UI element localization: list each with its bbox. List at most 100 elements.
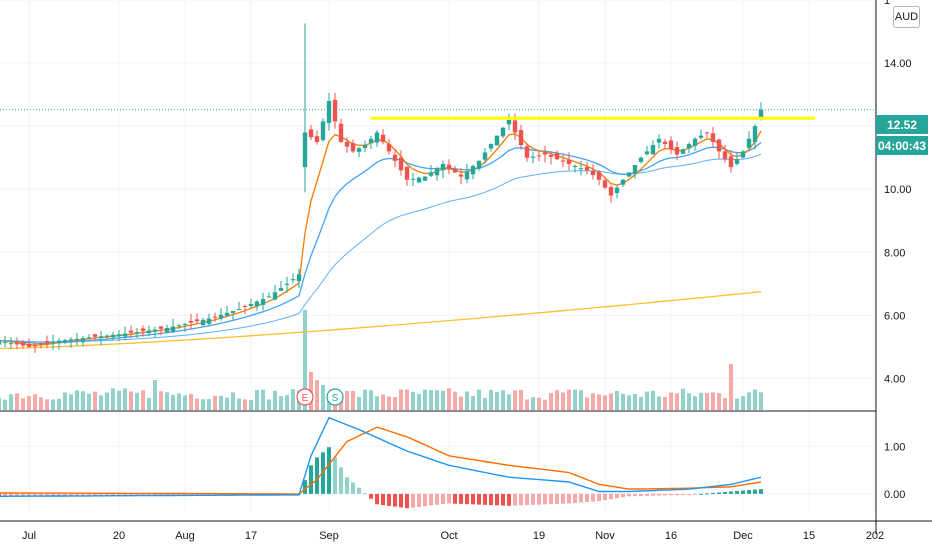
candle-body [146,330,152,334]
candle-body [92,334,98,337]
volume-bar [459,396,463,410]
volume-bar [51,399,55,410]
candle-body [122,333,128,337]
candle-body [314,136,320,142]
macd-tick-label: 1.00 [884,441,905,453]
time-tick-label: 20 [113,530,125,542]
candle-body [614,187,620,193]
time-axis-panel [0,513,932,550]
macd-histogram-bar [609,493,613,500]
volume-bar [261,389,265,410]
candle-body [728,156,734,168]
macd-histogram-bar [519,493,523,506]
candle-body [650,145,656,155]
ma-slow-line [0,291,762,350]
time-tick-label: Jul [22,530,36,542]
volume-bar [729,364,733,410]
candle-body [716,139,722,152]
candle-body [704,132,710,134]
time-tick-label: 202 [866,530,884,542]
candle-body [200,319,206,326]
volume-bar [201,399,205,410]
volume-bar [387,396,391,410]
macd-histogram-bar [453,493,457,504]
macd-histogram-bar [327,447,331,494]
volume-bar [105,392,109,410]
candle-body [476,160,482,169]
volume-bar [231,392,235,410]
macd-histogram-bar [405,493,409,509]
candle-body [14,342,20,345]
volume-bar [675,393,679,410]
macd-histogram-bar [309,465,313,494]
time-tick-label: Aug [175,530,195,542]
volume-bar [243,399,247,410]
candle-body [590,170,596,176]
macd-histogram-bar [723,492,727,494]
candle-body [746,138,752,148]
candle-body [74,338,80,340]
candle-body [584,167,590,171]
macd-histogram-bar [357,487,361,494]
volume-bar [651,390,655,410]
macd-histogram-bar [363,493,367,495]
macd-pane [0,410,932,509]
macd-histogram-bar [411,493,415,508]
macd-histogram-bar [531,493,535,505]
ma-long-line [0,153,762,343]
macd-histogram-bar [669,493,673,496]
volume-bar [375,396,379,410]
candle-body [80,338,86,343]
macd-histogram-bar [441,493,445,505]
macd-histogram-bar [747,490,751,494]
volume-bar [489,389,493,410]
candle-body [410,178,416,180]
volume-bar [735,398,739,410]
volume-bar [747,392,751,410]
macd-histogram-bar [351,482,355,494]
ma-fast-line [0,130,762,346]
candle-body [110,334,116,338]
candle-body [170,326,176,332]
volume-bar [573,389,577,410]
candle-body [188,320,194,323]
candle-body [332,99,338,122]
candle-body [362,145,368,149]
candle-body [752,126,758,143]
volume-bar [213,395,217,410]
volume-bar [603,395,607,410]
candle-body [566,159,572,164]
ma-mid-line [0,141,762,344]
macd-histogram-bar [627,493,631,497]
volume-bar [417,394,421,410]
currency-badge[interactable]: AUD [893,6,920,28]
volume-bar [363,389,367,410]
candle-body [662,141,668,145]
macd-histogram-bar [447,493,451,504]
macd-histogram-bar [3,493,7,498]
volume-bar [123,388,127,410]
volume-bar [129,391,133,410]
candle-body [656,138,662,143]
volume-bar [111,388,115,410]
volume-bar [57,398,61,410]
candle-body [644,151,650,155]
candle-body [602,180,608,188]
candle-body [506,119,512,125]
candle-body [344,141,350,147]
macd-histogram-bar [699,493,703,495]
candle-body [722,151,728,160]
volume-bar [207,399,211,410]
candle-body [212,316,218,318]
macd-histogram-bar [651,493,655,496]
macd-histogram-bar [477,493,481,505]
macd-histogram-bar [615,493,619,499]
volume-bar [585,397,589,410]
candle-body [308,129,314,138]
macd-histogram-bar [675,493,679,496]
macd-histogram-bar [633,493,637,497]
candle-body [134,331,140,333]
candle-body [422,176,428,181]
